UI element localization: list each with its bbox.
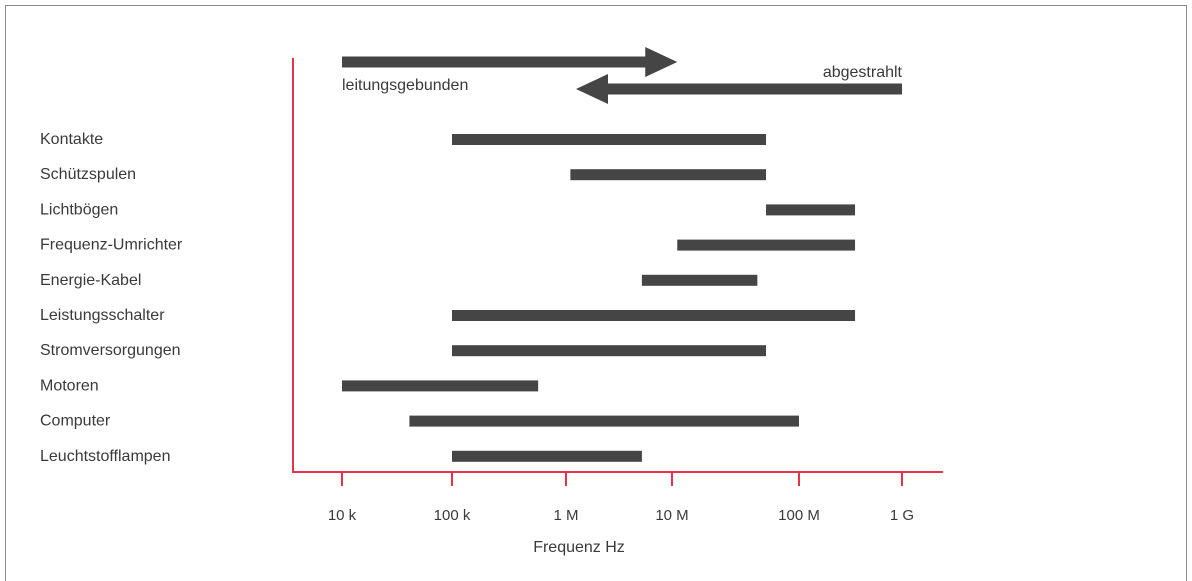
category-label: Kontakte xyxy=(40,131,103,148)
x-axis-title: Frequenz Hz xyxy=(533,539,625,556)
range-bar xyxy=(452,134,767,145)
x-axis-ticks: 10 k 100 k 1 M 10 M 100 M 1 G xyxy=(328,472,914,524)
axes xyxy=(292,58,943,473)
range-bar xyxy=(452,310,856,321)
category-label: Frequenz-Umrichter xyxy=(40,237,183,254)
conducted-arrow-head xyxy=(645,47,678,77)
frequency-range-chart: leitungsgebunden abgestrahlt Kontakte Sch… xyxy=(40,47,943,556)
x-tick-label: 100 k xyxy=(434,507,471,524)
figure-frame: leitungsgebunden abgestrahlt Kontakte Sch… xyxy=(5,5,1187,581)
conducted-label: leitungsgebunden xyxy=(342,77,468,94)
category-label: Lichtbögen xyxy=(40,201,118,218)
category-label: Leistungsschalter xyxy=(40,307,165,324)
range-bar xyxy=(342,380,539,392)
category-label: Energie-Kabel xyxy=(40,272,141,289)
range-bar xyxy=(452,345,767,357)
category-label: Computer xyxy=(40,413,111,430)
range-bar xyxy=(409,415,799,427)
category-labels: Kontakte Schützspulen Lichtbögen Frequenz-U… xyxy=(40,131,183,465)
range-bar xyxy=(570,169,767,181)
x-tick-label: 1 G xyxy=(890,507,914,524)
radiated-arrow-head xyxy=(576,74,608,104)
category-label: Motoren xyxy=(40,377,99,394)
category-label: Schützspulen xyxy=(40,166,136,183)
category-label: Leuchtstofflampen xyxy=(40,448,170,465)
x-tick-label: 10 k xyxy=(328,507,357,524)
x-tick-label: 1 M xyxy=(553,507,578,524)
range-bars xyxy=(342,134,856,462)
range-bar xyxy=(452,450,642,462)
range-bar xyxy=(766,204,856,216)
arrows-group: leitungsgebunden abgestrahlt xyxy=(342,47,903,104)
range-bar xyxy=(677,239,856,251)
category-label: Stromversorgungen xyxy=(40,342,181,359)
x-tick-label: 10 M xyxy=(655,507,688,524)
radiated-label: abgestrahlt xyxy=(823,64,903,81)
x-tick-label: 100 M xyxy=(778,507,820,524)
range-bar xyxy=(641,274,758,286)
